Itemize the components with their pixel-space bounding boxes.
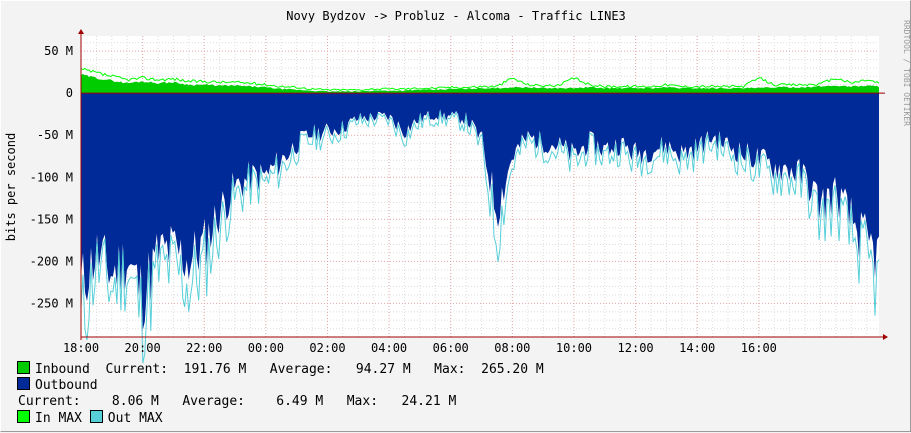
out-max-label: Out MAX xyxy=(107,411,163,426)
inbound-label: Inbound xyxy=(35,362,90,377)
x-tick-label: 06:00 xyxy=(433,341,469,355)
y-tick-label: -250 M xyxy=(30,296,73,310)
outbound-swatch xyxy=(17,377,30,390)
legend-row-max: In MAX Out MAX xyxy=(17,410,163,426)
inbound-stats: Current: 191.76 M Average: 94.27 M Max: … xyxy=(89,362,544,377)
y-tick-label: -150 M xyxy=(30,212,73,226)
x-tick-label: 00:00 xyxy=(248,341,284,355)
y-tick-label: -200 M xyxy=(30,254,73,268)
series-inbound-area xyxy=(81,74,879,94)
legend-row-outbound-stats: Current: 8.06 M Average: 6.49 M Max: 24.… xyxy=(18,394,456,409)
series-out-max-line xyxy=(80,110,880,364)
x-tick-label: 08:00 xyxy=(494,341,530,355)
y-tick-label: -50 M xyxy=(37,128,73,142)
x-axis-arrow xyxy=(883,334,888,340)
y-axis-arrow xyxy=(78,29,84,34)
x-tick-label: 04:00 xyxy=(371,341,407,355)
x-tick-label: 16:00 xyxy=(741,341,777,355)
y-tick-label: 50 M xyxy=(44,44,73,58)
out-max-swatch xyxy=(89,410,103,423)
x-tick-label: 20:00 xyxy=(125,341,161,355)
series-outbound-area xyxy=(81,93,879,330)
y-tick-label: 0 xyxy=(66,86,73,100)
x-tick-label: 22:00 xyxy=(186,341,222,355)
rrdtool-watermark: RRDTOOL / TOBI OETIKER xyxy=(902,20,911,126)
y-axis-label: bits per second xyxy=(4,133,18,241)
y-tick-label: -100 M xyxy=(30,170,73,184)
in-max-label: In MAX xyxy=(35,411,82,426)
legend-row-inbound: Inbound Current: 191.76 M Average: 94.27… xyxy=(17,361,544,377)
outbound-stats: Current: 8.06 M Average: 6.49 M Max: 24.… xyxy=(18,394,457,409)
x-tick-label: 14:00 xyxy=(679,341,715,355)
outbound-label: Outbound xyxy=(35,378,98,393)
x-tick-label: 02:00 xyxy=(309,341,345,355)
in-max-swatch xyxy=(17,410,30,423)
chart-title: Novy Bydzov -> Probluz - Alcoma - Traffi… xyxy=(286,9,626,23)
x-tick-label: 18:00 xyxy=(63,341,99,355)
x-tick-label: 12:00 xyxy=(618,341,654,355)
series-in-max-line xyxy=(80,67,880,92)
x-tick-label: 10:00 xyxy=(556,341,592,355)
legend-row-outbound: Outbound xyxy=(17,377,98,393)
inbound-swatch xyxy=(17,361,30,374)
